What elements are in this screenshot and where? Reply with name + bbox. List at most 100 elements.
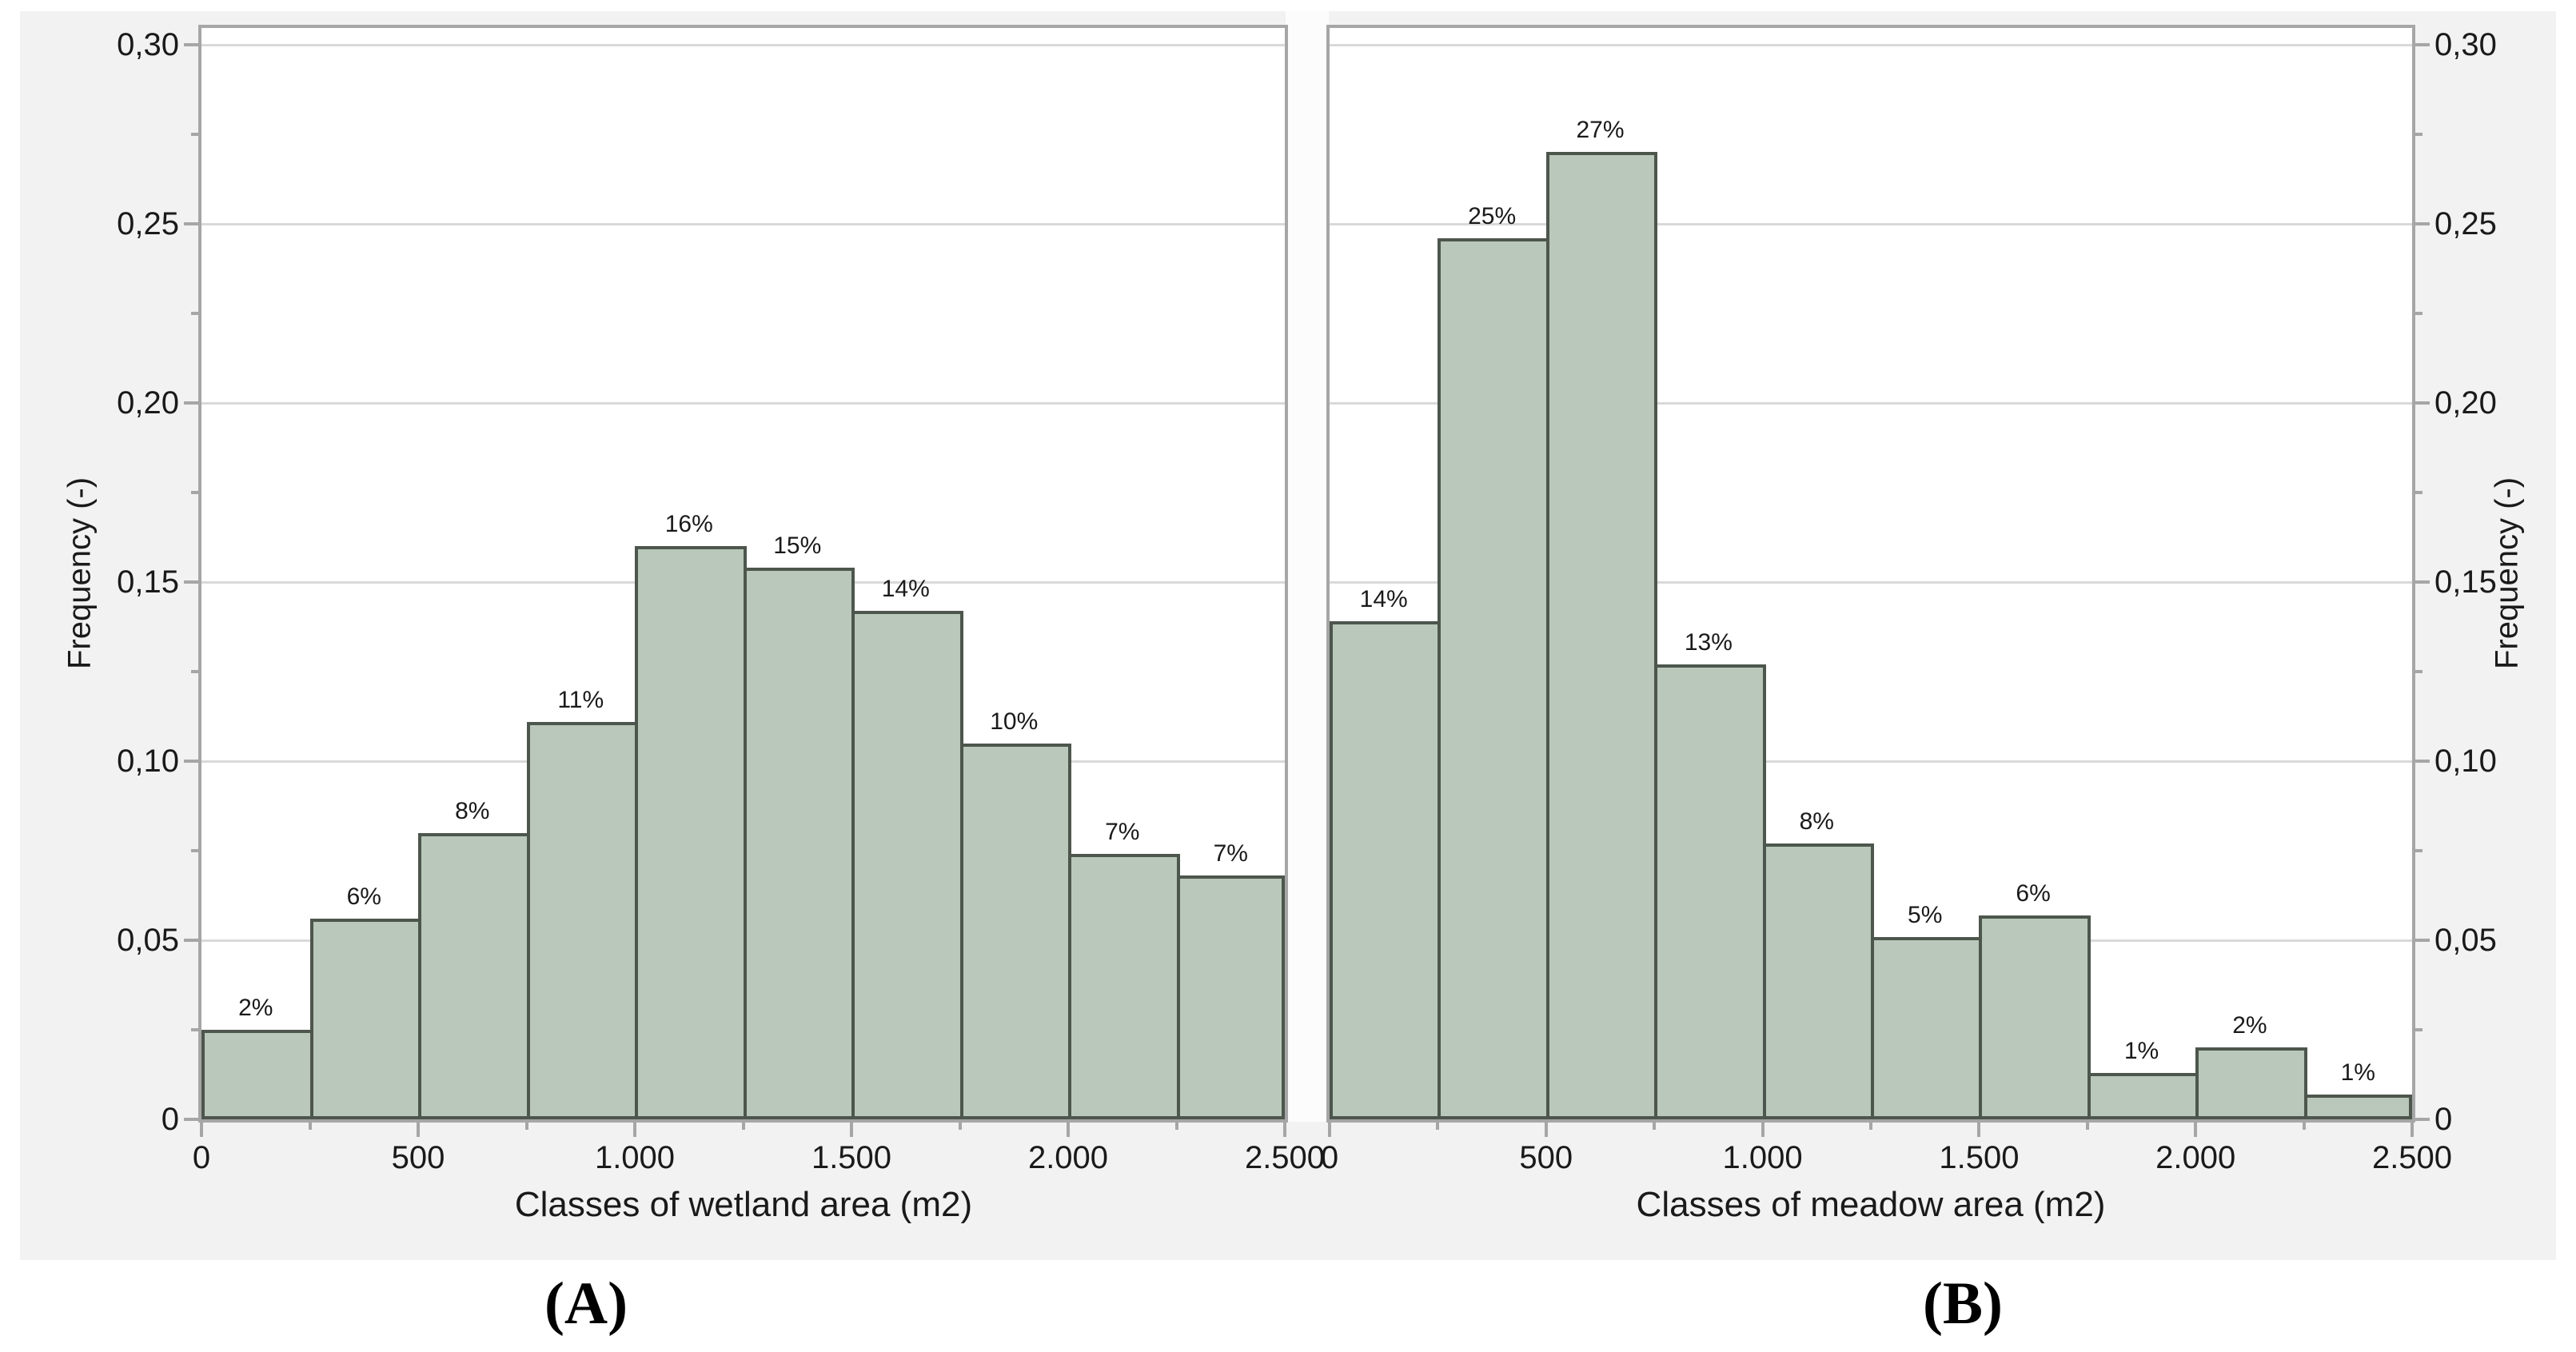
y-tick-label: 0,10 xyxy=(117,744,179,779)
gridline xyxy=(1330,43,2412,46)
y-tick-major xyxy=(184,760,198,763)
y-tick-major xyxy=(184,222,198,225)
histogram-bar xyxy=(201,1030,313,1119)
bar-value-label: 8% xyxy=(1799,808,1834,836)
gridline xyxy=(201,401,1285,405)
x-tick-label: 0 xyxy=(1320,1140,1339,1175)
y-tick-major xyxy=(2415,760,2430,763)
panel-caption-b: (B) xyxy=(1923,1270,2003,1337)
y-tick-minor xyxy=(2415,1028,2422,1031)
y-tick-major xyxy=(184,580,198,584)
histogram-bar xyxy=(1654,664,1766,1119)
histogram-bar xyxy=(2195,1047,2307,1119)
x-tick-label: 2.500 xyxy=(1244,1140,1326,1175)
bar-value-label: 7% xyxy=(1105,819,1140,846)
y-tick-label: 0,15 xyxy=(117,564,179,600)
y-tick-minor xyxy=(191,849,198,852)
y-tick-minor xyxy=(2415,312,2422,315)
bar-value-label: 10% xyxy=(990,708,1039,735)
y-tick-minor xyxy=(2415,133,2422,136)
bar-value-label: 25% xyxy=(1468,202,1517,229)
panel-caption-a: (A) xyxy=(544,1270,628,1337)
histogram-bar xyxy=(1979,915,2091,1119)
x-tick-minor xyxy=(958,1123,962,1130)
x-tick-label: 2.000 xyxy=(2155,1140,2236,1175)
gridline xyxy=(1330,760,2412,763)
bar-value-label: 6% xyxy=(346,883,381,911)
plot-frame xyxy=(1326,25,2415,1123)
bar-value-label: 5% xyxy=(1908,901,1943,928)
y-tick-major xyxy=(184,1118,198,1121)
bar-value-label: 16% xyxy=(664,511,713,538)
x-tick-major xyxy=(1328,1123,1331,1137)
y-tick-major xyxy=(2415,580,2430,584)
x-tick-major xyxy=(1544,1123,1548,1137)
bar-value-label: 14% xyxy=(1359,586,1408,613)
x-tick-major xyxy=(200,1123,203,1137)
x-tick-minor xyxy=(1436,1123,1440,1130)
x-tick-label: 1.500 xyxy=(811,1140,892,1175)
histogram-bar xyxy=(1871,936,1983,1119)
y-tick-label: 0 xyxy=(2434,1102,2453,1137)
x-tick-major xyxy=(1067,1123,1070,1137)
y-tick-minor xyxy=(191,133,198,136)
gridline xyxy=(1330,401,2412,405)
y-tick-major xyxy=(2415,401,2430,405)
bar-value-label: 1% xyxy=(2123,1037,2159,1064)
x-tick-major xyxy=(1283,1123,1286,1137)
y-tick-minor xyxy=(2415,491,2422,494)
y-tick-label: 0,25 xyxy=(2434,206,2497,241)
panel-divider xyxy=(1286,11,1329,1122)
histogram-bar xyxy=(1545,152,1658,1119)
x-tick-major xyxy=(1761,1123,1765,1137)
bar-value-label: 2% xyxy=(238,995,273,1021)
x-tick-label: 1.500 xyxy=(1939,1140,2020,1175)
x-tick-minor xyxy=(2302,1123,2306,1130)
bar-value-label: 13% xyxy=(1684,629,1733,656)
plot-frame xyxy=(198,25,1288,1123)
x-tick-label: 2.500 xyxy=(2371,1140,2453,1175)
y-tick-minor xyxy=(2415,849,2422,852)
bar-value-label: 15% xyxy=(773,532,822,560)
x-tick-label: 1.000 xyxy=(594,1140,676,1175)
bar-value-label: 27% xyxy=(1576,117,1625,144)
gridline xyxy=(1330,580,2412,584)
x-tick-label: 500 xyxy=(1519,1140,1573,1175)
y-tick-major xyxy=(184,43,198,46)
bar-value-label: 8% xyxy=(455,797,490,824)
x-tick-minor xyxy=(308,1123,312,1130)
y-tick-label: 0,30 xyxy=(117,27,179,62)
x-tick-minor xyxy=(524,1123,528,1130)
bar-value-label: 11% xyxy=(557,686,604,713)
y-tick-minor xyxy=(2415,670,2422,673)
y-tick-minor xyxy=(191,670,198,673)
histogram-bar xyxy=(2303,1094,2412,1119)
x-tick-minor xyxy=(2085,1123,2089,1130)
x-tick-major xyxy=(633,1123,636,1137)
y-tick-minor xyxy=(191,491,198,494)
x-axis-title-b: Classes of meadow area (m2) xyxy=(1636,1185,2106,1224)
y-tick-minor xyxy=(191,312,198,315)
bar-value-label: 7% xyxy=(1213,840,1248,867)
x-tick-label: 0 xyxy=(192,1140,211,1175)
x-tick-major xyxy=(850,1123,853,1137)
x-tick-major xyxy=(2194,1123,2198,1137)
y-tick-label: 0,05 xyxy=(117,923,179,958)
y-tick-major xyxy=(2415,222,2430,225)
y-tick-major xyxy=(2415,939,2430,942)
y-tick-label: 0,05 xyxy=(2434,923,2497,958)
bar-value-label: 2% xyxy=(2232,1012,2267,1039)
x-tick-major xyxy=(2411,1123,2414,1137)
y-tick-label: 0,20 xyxy=(2434,385,2497,421)
y-tick-label: 0,30 xyxy=(2434,27,2497,62)
y-tick-label: 0,15 xyxy=(2434,564,2497,600)
histogram-bar xyxy=(959,743,1071,1119)
y-tick-label: 0,20 xyxy=(117,385,179,421)
y-tick-major xyxy=(184,939,198,942)
x-tick-minor xyxy=(1653,1123,1657,1130)
x-tick-label: 2.000 xyxy=(1027,1140,1109,1175)
histogram-bar xyxy=(1068,854,1180,1119)
y-tick-major xyxy=(2415,1118,2430,1121)
x-tick-major xyxy=(1977,1123,1981,1137)
